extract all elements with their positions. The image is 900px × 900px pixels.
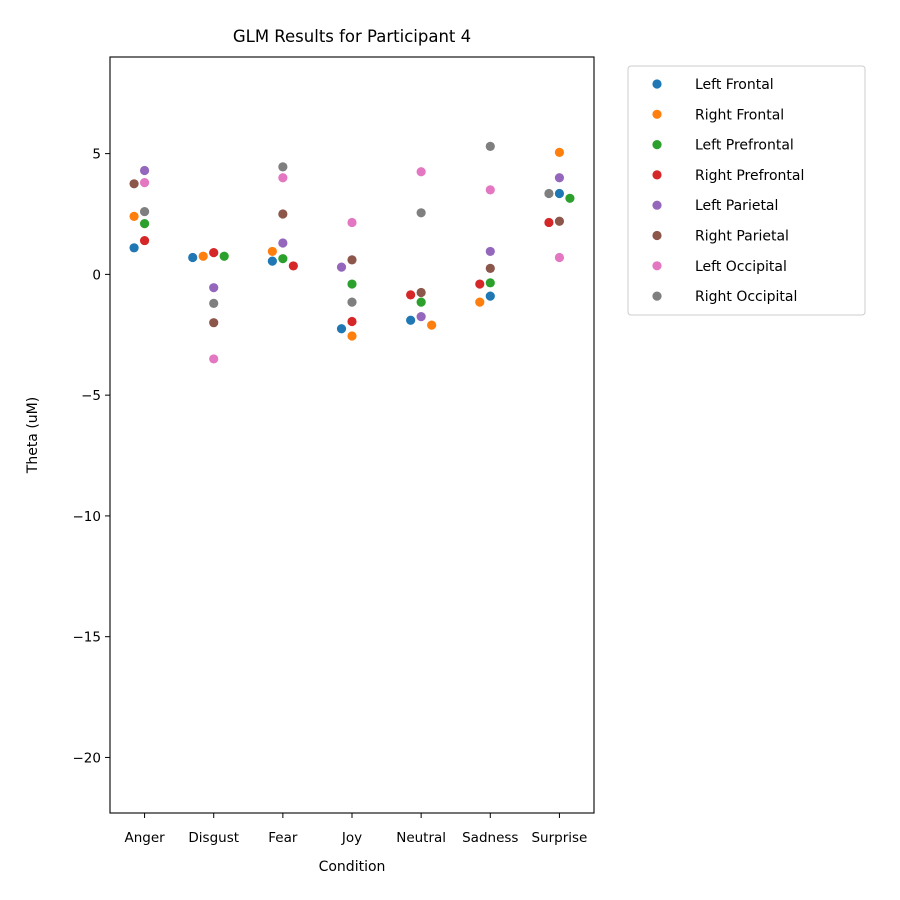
data-point [416, 167, 426, 177]
x-tick-label: Sadness [462, 830, 518, 846]
data-point [267, 246, 277, 257]
data-point [485, 278, 495, 288]
plot-area [129, 141, 575, 364]
data-point [565, 193, 575, 203]
data-point [485, 291, 495, 301]
data-point [544, 188, 554, 199]
x-tick-label: Neutral [396, 830, 446, 846]
legend-marker [652, 230, 662, 241]
y-axis-title: Theta (uM) [25, 397, 41, 474]
data-point [209, 283, 219, 293]
legend-label: Left Frontal [695, 77, 774, 93]
data-point [278, 209, 288, 219]
data-point [188, 252, 198, 263]
x-tick-label: Disgust [188, 830, 239, 846]
data-point [485, 263, 495, 273]
data-point [416, 297, 426, 307]
legend-marker [652, 170, 662, 180]
legend-marker [652, 79, 662, 89]
data-point [129, 211, 139, 222]
data-point [278, 238, 288, 248]
data-point [347, 255, 357, 265]
data-point [347, 331, 357, 341]
data-point [485, 185, 495, 195]
data-point [278, 162, 288, 172]
data-point [485, 246, 495, 257]
data-point [139, 235, 150, 246]
legend-marker [652, 200, 662, 210]
legend-label: Left Prefrontal [695, 138, 794, 154]
data-point [406, 290, 416, 300]
y-tick-label: 0 [92, 267, 101, 283]
data-point [209, 298, 219, 308]
data-point [554, 252, 565, 263]
data-point [347, 217, 357, 228]
data-point [485, 141, 495, 151]
legend-label: Right Prefrontal [695, 168, 804, 184]
data-point [288, 261, 298, 271]
y-axis: −20 −15 −10 −5 0 5 [73, 147, 110, 766]
x-tick-label: Fear [268, 830, 298, 846]
legend-label: Right Parietal [695, 229, 789, 245]
legend-marker [652, 291, 662, 301]
y-tick-label: −20 [73, 750, 102, 766]
data-point [139, 219, 150, 229]
x-tick-label: Surprise [531, 830, 587, 846]
legend-label: Left Parietal [695, 198, 778, 214]
data-point [554, 147, 565, 158]
data-point [209, 248, 219, 258]
data-point [129, 179, 139, 189]
y-tick-label: −5 [81, 388, 101, 404]
y-tick-label: −10 [73, 509, 102, 525]
x-axis: Anger Disgust Fear Joy Neutral Sadness Surpris… [124, 813, 587, 846]
y-tick-label: 5 [92, 147, 101, 163]
legend-label: Right Frontal [695, 107, 784, 123]
data-point [278, 254, 288, 264]
x-tick-label: Anger [124, 830, 165, 846]
data-point [416, 287, 426, 298]
data-point [554, 216, 565, 226]
legend-label: Right Occipital [695, 289, 797, 305]
legend-label: Left Occipital [695, 259, 787, 275]
data-point [209, 354, 219, 364]
data-point [544, 217, 554, 228]
legend-marker [652, 140, 662, 150]
plot-frame [109, 56, 595, 814]
data-point [209, 318, 219, 328]
data-point [554, 188, 565, 199]
data-point [336, 262, 347, 272]
data-point [139, 177, 150, 188]
data-point [347, 297, 357, 307]
data-point [347, 316, 357, 327]
data-point [347, 279, 357, 289]
data-point [278, 173, 288, 183]
legend-box [627, 65, 866, 316]
data-point [406, 315, 416, 325]
legend: Left Frontal Right Frontal Left Prefrontal… [627, 65, 866, 316]
data-point [198, 251, 208, 261]
data-point [427, 320, 437, 330]
data-point [129, 243, 139, 253]
data-point [475, 279, 485, 289]
y-tick-label: −15 [73, 630, 102, 646]
data-point [139, 206, 150, 217]
data-point [336, 324, 347, 334]
data-point [554, 173, 565, 183]
legend-marker [652, 109, 662, 119]
data-point [475, 297, 485, 307]
data-point [416, 312, 426, 322]
data-point [139, 165, 150, 176]
data-point [416, 208, 426, 218]
x-axis-title: Condition [319, 859, 386, 875]
legend-marker [652, 261, 662, 271]
data-point [267, 256, 277, 266]
x-tick-label: Joy [341, 830, 362, 846]
data-point [219, 251, 229, 261]
chart-title: GLM Results for Participant 4 [233, 27, 471, 46]
